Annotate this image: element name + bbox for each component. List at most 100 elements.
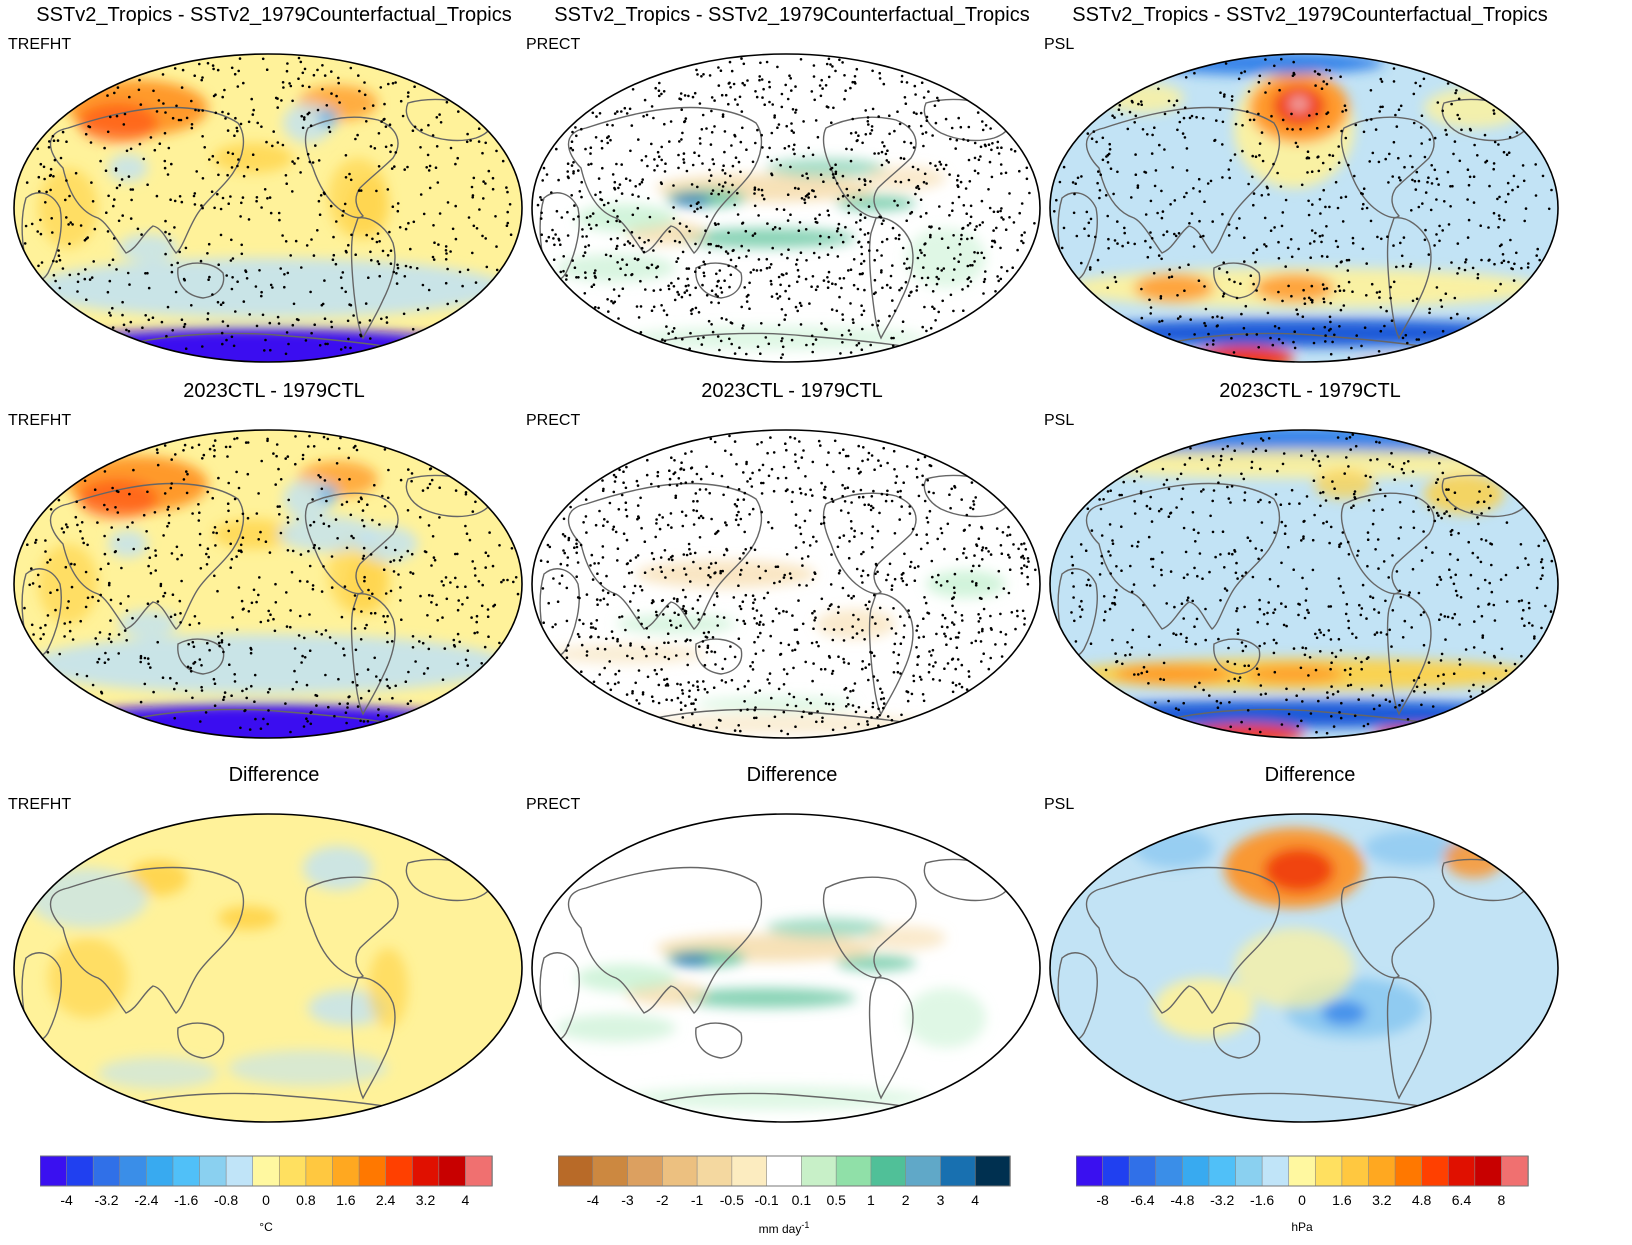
coastline — [1386, 593, 1432, 716]
coastline — [21, 568, 62, 657]
colorbar-swatch — [1421, 1155, 1450, 1187]
variable-label: PSL — [1044, 412, 1075, 429]
anomaly-contour — [38, 544, 98, 624]
world-map — [526, 808, 1046, 1133]
colorbar-swatch — [1474, 1155, 1503, 1187]
panel-title: SSTv2_Tropics - SSTv2_1979Counterfactual… — [554, 4, 1030, 26]
colorbar-tick-label: 1.6 — [336, 1192, 356, 1208]
coastline — [350, 977, 396, 1100]
panel-title: SSTv2_Tropics - SSTv2_1979Counterfactual… — [36, 4, 512, 26]
colorbar-swatch — [1501, 1155, 1529, 1187]
anomaly-contour — [28, 868, 148, 928]
world-map — [526, 424, 1046, 749]
colorbar-tick-label: 3.2 — [415, 1192, 436, 1208]
colorbar-swatch — [40, 1155, 68, 1187]
colorbar-swatch — [662, 1155, 698, 1187]
world-map — [526, 48, 1046, 373]
anomaly-contour — [98, 1057, 218, 1089]
panel-ctl-prect: 2023CTL - 1979CTL PRECT — [522, 380, 1062, 765]
coastline — [49, 866, 245, 1014]
anomaly-contour — [556, 254, 676, 282]
variable-label: PRECT — [526, 412, 581, 429]
colorbar-tick-label: 8 — [1497, 1192, 1506, 1208]
anomaly-contour — [38, 168, 98, 248]
coastline — [868, 977, 914, 1100]
colorbar-swatch — [1102, 1155, 1130, 1187]
panel-diff-prect: Difference PRECT — [522, 764, 1062, 1149]
panel-title: Difference — [746, 764, 838, 786]
colorbar-swatch — [1341, 1155, 1370, 1187]
colorbar-tick-label: -2.4 — [134, 1192, 159, 1208]
map-canvas — [13, 813, 523, 1123]
colorbar-temperature: °C -4 -3.2 -2.4 -1.6 -0.8 0 0.8 1.6 2.4 3.2 4 — [40, 1150, 520, 1245]
coastline — [695, 638, 743, 675]
coastlines — [21, 858, 494, 1122]
colorbar-swatch — [592, 1155, 629, 1187]
colorbar-swatch — [225, 1155, 254, 1187]
anomaly-contour — [1424, 474, 1504, 514]
colorbar-swatches — [558, 1155, 1011, 1187]
coastline — [350, 593, 396, 716]
anomaly-contour — [556, 1014, 676, 1042]
coastline — [304, 876, 399, 979]
colorbar-swatch — [801, 1155, 837, 1187]
anomaly-contour — [48, 938, 128, 1018]
coastline — [567, 866, 763, 1014]
colorbar-tick-label: 0 — [262, 1192, 270, 1208]
colorbar-tick-label: 0 — [1298, 1192, 1306, 1208]
anomaly-contour — [1234, 928, 1354, 1008]
colorbar-tick-label: 0.5 — [826, 1192, 846, 1208]
coastline — [822, 116, 917, 219]
coastline — [1213, 1022, 1261, 1059]
anomaly-contour — [626, 1086, 926, 1110]
colorbar-swatch — [1076, 1155, 1104, 1187]
map-canvas — [1049, 53, 1559, 363]
panel-title: Difference — [1264, 764, 1356, 786]
map-border — [531, 429, 1041, 739]
colorbar-tick-label: -1.6 — [174, 1192, 199, 1208]
coastline — [567, 482, 763, 630]
anomaly-contour — [836, 955, 916, 971]
colorbar-swatch — [1394, 1155, 1423, 1187]
colorbar-tick-label: 0.8 — [296, 1192, 316, 1208]
colorbar-unit: mm day-1 — [758, 1220, 810, 1236]
colorbar-frame — [558, 1155, 1011, 1187]
variable-label: PRECT — [526, 796, 581, 813]
anomaly-contour — [546, 644, 706, 664]
colorbar-swatch — [465, 1155, 493, 1187]
coastline — [1386, 217, 1432, 340]
colorbar-swatch — [766, 1155, 803, 1187]
panel-sst-prect: SSTv2_Tropics - SSTv2_1979Counterfactual… — [522, 4, 1062, 389]
significance-stippling — [23, 56, 513, 356]
map-border — [1049, 53, 1559, 363]
coastline — [539, 192, 580, 281]
anomaly-contour — [278, 516, 378, 552]
panel-title: 2023CTL - 1979CTL — [1219, 380, 1401, 402]
coastline — [1340, 492, 1435, 595]
map-canvas — [13, 53, 523, 363]
anomaly-contour — [866, 166, 946, 190]
map-border — [13, 53, 523, 363]
unit-text: mm day — [758, 1222, 802, 1236]
anomaly-contour — [1114, 664, 1234, 684]
coastline — [1057, 952, 1098, 1041]
significance-stippling — [539, 434, 1037, 736]
colorbar-tick-label: -4 — [586, 1192, 600, 1208]
anomaly-contour — [1244, 664, 1344, 684]
colorbar-tick-label: -1 — [690, 1192, 704, 1208]
anomaly-contour — [671, 954, 711, 966]
map-canvas — [531, 429, 1041, 739]
colorbar-swatch — [172, 1155, 201, 1187]
colorbar-tick-label: -3 — [621, 1192, 634, 1208]
panel-diff-psl: Difference PSL — [1040, 764, 1580, 1149]
world-map — [8, 808, 528, 1133]
anomaly-contour — [78, 103, 158, 143]
colorbar-tick-label: 4 — [971, 1192, 980, 1208]
anomaly-contour — [696, 696, 856, 712]
colorbar-swatch — [385, 1155, 414, 1187]
coastline — [1340, 116, 1435, 219]
significance-stippling — [1053, 57, 1553, 360]
anomaly-contour — [1354, 360, 1494, 362]
colorbar-swatch — [696, 1155, 733, 1187]
panel-sst-trefht: SSTv2_Tropics - SSTv2_1979Counterfactual… — [4, 4, 544, 389]
